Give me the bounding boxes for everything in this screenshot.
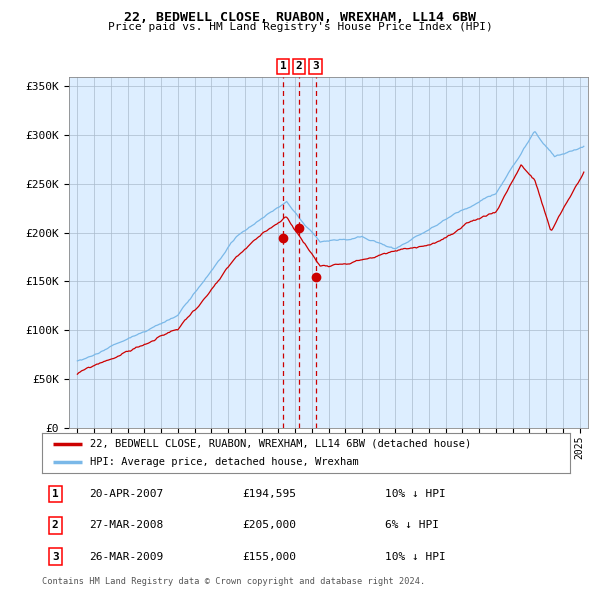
- Text: 10% ↓ HPI: 10% ↓ HPI: [385, 552, 446, 562]
- Text: 6% ↓ HPI: 6% ↓ HPI: [385, 520, 439, 530]
- Text: 27-MAR-2008: 27-MAR-2008: [89, 520, 164, 530]
- Text: 2: 2: [295, 61, 302, 71]
- Text: 1: 1: [52, 489, 59, 499]
- Text: 26-MAR-2009: 26-MAR-2009: [89, 552, 164, 562]
- Text: £194,595: £194,595: [242, 489, 296, 499]
- Text: £205,000: £205,000: [242, 520, 296, 530]
- Text: 3: 3: [312, 61, 319, 71]
- Text: 22, BEDWELL CLOSE, RUABON, WREXHAM, LL14 6BW (detached house): 22, BEDWELL CLOSE, RUABON, WREXHAM, LL14…: [89, 439, 471, 449]
- Text: Price paid vs. HM Land Registry's House Price Index (HPI): Price paid vs. HM Land Registry's House …: [107, 22, 493, 32]
- Text: 2: 2: [52, 520, 59, 530]
- Text: Contains HM Land Registry data © Crown copyright and database right 2024.: Contains HM Land Registry data © Crown c…: [42, 577, 425, 586]
- Text: 1: 1: [280, 61, 287, 71]
- Text: £155,000: £155,000: [242, 552, 296, 562]
- Text: 20-APR-2007: 20-APR-2007: [89, 489, 164, 499]
- Text: 22, BEDWELL CLOSE, RUABON, WREXHAM, LL14 6BW: 22, BEDWELL CLOSE, RUABON, WREXHAM, LL14…: [124, 11, 476, 24]
- Text: 10% ↓ HPI: 10% ↓ HPI: [385, 489, 446, 499]
- Text: 3: 3: [52, 552, 59, 562]
- Text: HPI: Average price, detached house, Wrexham: HPI: Average price, detached house, Wrex…: [89, 457, 358, 467]
